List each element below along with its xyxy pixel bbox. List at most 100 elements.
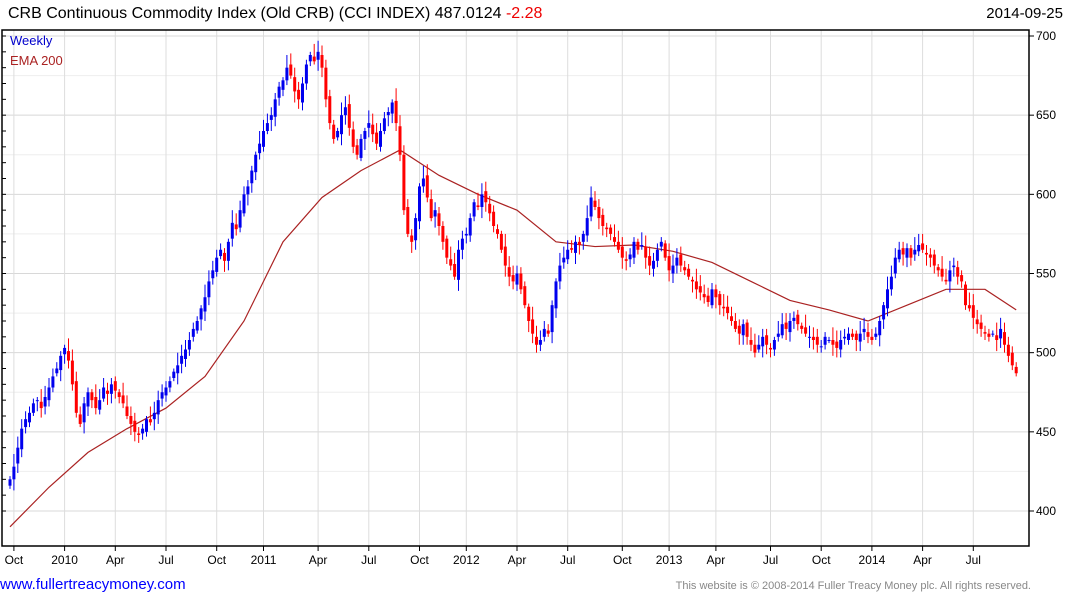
- candle: [148, 406, 152, 426]
- candle: [971, 294, 975, 329]
- candle-body: [382, 118, 386, 131]
- candle: [620, 237, 624, 269]
- candle-body: [648, 256, 652, 266]
- candle: [180, 344, 184, 374]
- candle: [570, 240, 574, 253]
- candle: [406, 199, 410, 238]
- candle: [328, 89, 332, 130]
- candle: [967, 292, 971, 312]
- candle-body: [371, 124, 375, 135]
- candle: [843, 328, 847, 345]
- candle: [410, 229, 414, 253]
- candle: [168, 376, 172, 393]
- x-tick-label: Jul: [966, 553, 981, 567]
- candle: [363, 127, 367, 150]
- candle-body: [492, 211, 496, 226]
- candle: [262, 119, 265, 152]
- candle-body: [632, 241, 636, 258]
- candle-body: [35, 400, 39, 402]
- candle-body: [574, 241, 577, 253]
- candle: [964, 281, 967, 310]
- website-link[interactable]: www.fullertreacymoney.com: [0, 576, 186, 593]
- candle-body: [714, 289, 718, 298]
- candle-body: [519, 273, 523, 290]
- candle: [800, 322, 804, 334]
- candle-body: [628, 254, 632, 260]
- candle-body: [952, 265, 956, 268]
- candle: [246, 180, 250, 206]
- candle-body: [156, 400, 160, 415]
- candle-body: [43, 397, 47, 407]
- candle-body: [616, 241, 620, 250]
- candle: [468, 213, 472, 242]
- candle: [667, 243, 671, 282]
- candle: [281, 77, 285, 97]
- candle: [901, 241, 905, 266]
- candle-body: [823, 336, 827, 345]
- candle: [137, 427, 141, 443]
- candle: [324, 59, 328, 108]
- candle: [1010, 346, 1014, 371]
- candle: [375, 123, 379, 150]
- x-tick-label: Jul: [763, 553, 778, 567]
- candle-body: [269, 115, 273, 120]
- candle: [780, 313, 784, 339]
- candle: [511, 265, 515, 290]
- candle-body: [152, 412, 156, 420]
- candle: [441, 221, 445, 250]
- candle-body: [769, 347, 772, 350]
- candle-body: [593, 200, 597, 207]
- candle: [698, 275, 702, 301]
- candle-body: [893, 257, 897, 274]
- candle: [226, 238, 230, 271]
- plot-frame: [1, 29, 1030, 547]
- candle-body: [113, 381, 117, 391]
- candle-body: [390, 102, 394, 114]
- candle-body: [340, 115, 343, 135]
- candle: [909, 245, 913, 266]
- candle: [47, 378, 51, 407]
- candle-body: [168, 381, 172, 388]
- candle-body: [558, 265, 562, 282]
- candle-body: [870, 336, 874, 340]
- candle: [109, 378, 113, 404]
- y-tick-label: 600: [1036, 187, 1056, 201]
- candle-body: [265, 123, 269, 131]
- candle-body: [710, 289, 714, 306]
- candle-body: [160, 392, 164, 399]
- candle-body: [109, 384, 113, 394]
- candle-body: [706, 295, 710, 302]
- candle: [987, 328, 991, 342]
- candle-body: [772, 340, 776, 350]
- candle: [874, 327, 878, 340]
- candle-body: [702, 294, 706, 298]
- candle: [956, 260, 960, 285]
- x-tick-label: Oct: [207, 553, 226, 567]
- candle: [811, 327, 815, 350]
- candle: [316, 40, 320, 71]
- candle: [242, 186, 246, 217]
- candle: [160, 384, 164, 407]
- candle: [558, 252, 562, 290]
- candle-body: [234, 224, 238, 230]
- ema200-line: [9, 149, 1017, 528]
- candle: [234, 213, 238, 236]
- candle: [523, 281, 527, 309]
- candle-body: [960, 275, 964, 282]
- candle-body: [59, 355, 63, 371]
- candle-body: [488, 203, 492, 214]
- candle: [769, 343, 772, 358]
- candle: [113, 376, 117, 399]
- candle: [238, 200, 242, 233]
- candle-body: [328, 96, 332, 124]
- x-tick-label: 2012: [453, 553, 480, 567]
- candle-body: [831, 340, 835, 345]
- candle-body: [433, 210, 437, 217]
- candle: [808, 325, 811, 348]
- candle: [616, 230, 620, 253]
- candle: [332, 119, 336, 144]
- candle-body: [796, 314, 800, 325]
- candle-body: [921, 243, 925, 250]
- candle: [1006, 336, 1010, 363]
- candle-body: [839, 340, 843, 350]
